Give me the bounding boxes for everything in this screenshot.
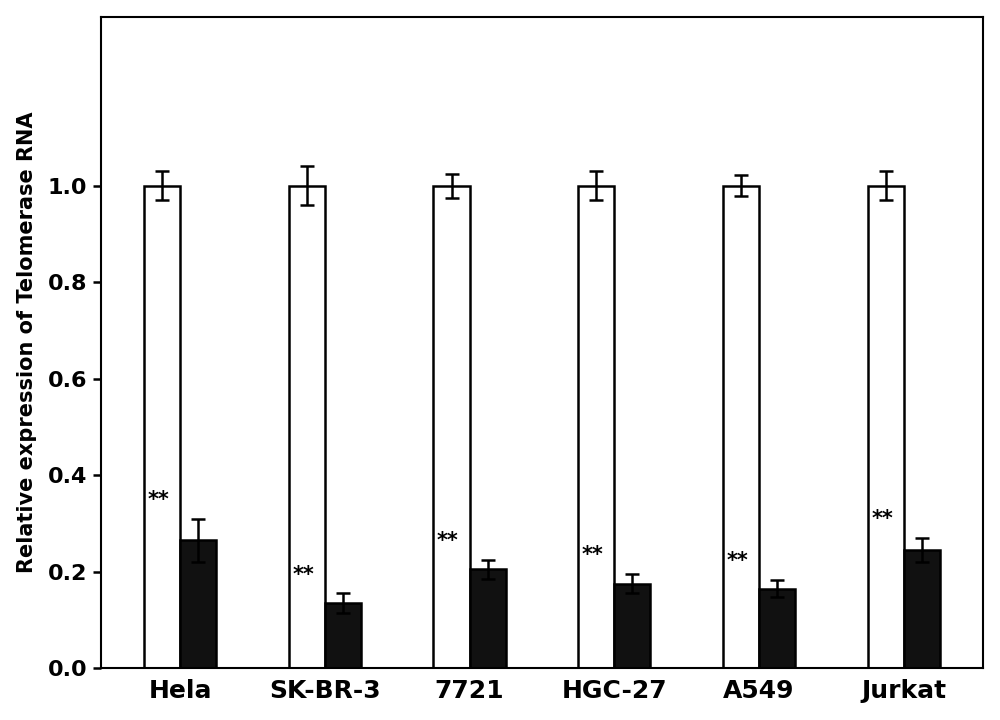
Bar — [144, 186, 180, 668]
Bar — [325, 603, 361, 668]
Text: **: ** — [871, 509, 893, 529]
Text: **: ** — [148, 490, 169, 510]
Bar — [723, 186, 759, 668]
Text: **: ** — [292, 564, 314, 585]
Bar — [433, 186, 470, 668]
Bar — [470, 570, 506, 668]
Bar — [868, 186, 904, 668]
Text: **: ** — [726, 552, 748, 571]
Bar — [904, 550, 940, 668]
Y-axis label: Relative expression of Telomerase RNA: Relative expression of Telomerase RNA — [17, 112, 37, 573]
Bar — [180, 540, 216, 668]
Bar — [289, 186, 325, 668]
Bar — [759, 588, 795, 668]
Bar — [614, 584, 650, 668]
Text: **: ** — [437, 531, 459, 551]
Text: **: ** — [582, 546, 603, 565]
Bar — [578, 186, 614, 668]
